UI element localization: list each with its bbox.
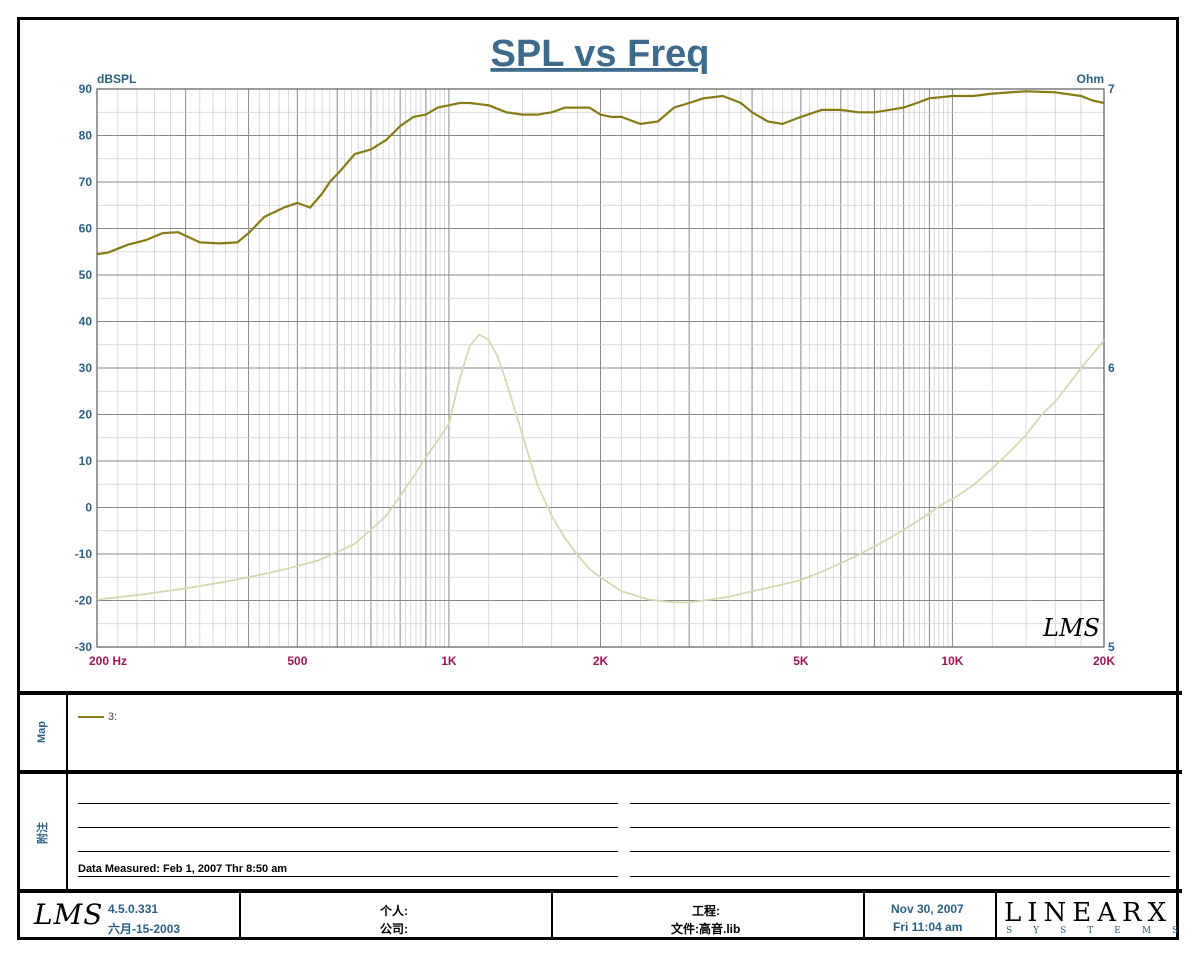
y-left-tick-label: 70	[79, 175, 93, 189]
note-line	[78, 827, 618, 828]
y-left-unit-label: dBSPL	[97, 72, 136, 86]
y-right-tick-label: 6	[1108, 361, 1115, 375]
y-left-tick-label: 80	[79, 129, 93, 143]
x-tick-label: 2K	[593, 654, 609, 668]
map-separator	[17, 770, 1182, 774]
x-tick-label: 20K	[1093, 654, 1115, 668]
note-line	[78, 876, 618, 877]
footer-divider	[863, 893, 865, 940]
note-line	[630, 803, 1170, 804]
x-tick-label: 5K	[793, 654, 809, 668]
y-left-tick-label: 90	[79, 82, 93, 96]
spl-series-line	[96, 90, 1105, 256]
note-line	[630, 851, 1170, 852]
legend-series-label: 3:	[108, 711, 118, 723]
lms-watermark: LMS	[1042, 614, 1100, 642]
y-right-tick-label: 7	[1108, 82, 1115, 96]
version-number: 4.5.0.331	[108, 902, 159, 916]
spl-chart: 90 80 70 60 50 40 30 20 10 0 -10 -20 -30 7 6 5 200 Hz 500…	[75, 33, 1116, 668]
y-left-tick-label: 50	[79, 268, 93, 282]
y-left-tick-label: -30	[75, 640, 93, 654]
y-right-unit-label: Ohm	[1077, 72, 1104, 86]
y-left-tick-label: 10	[79, 454, 93, 468]
linearx-systems-text: SYSTEMS	[1006, 926, 1200, 936]
notes-panel-label: 附注	[37, 822, 49, 844]
impedance-series-line	[96, 333, 1105, 604]
page-frame	[17, 17, 1179, 940]
plot-border	[96, 88, 1105, 648]
print-date: Nov 30, 2007	[891, 902, 964, 916]
version-date: 六月-15-2003	[108, 922, 181, 936]
note-line	[630, 827, 1170, 828]
y-left-tick-label: 0	[85, 501, 92, 515]
footer-divider	[239, 893, 241, 940]
x-tick-label: 10K	[941, 654, 963, 668]
data-measured-text: Data Measured: Feb 1, 2007 Thr 8:50 am	[78, 863, 288, 875]
file-label: 文件:高音.lib	[671, 922, 741, 936]
company-label: 公司:	[380, 922, 408, 936]
note-line	[78, 803, 618, 804]
y-left-tick-label: 60	[79, 222, 93, 236]
lms-logo: LMS	[34, 898, 104, 931]
x-tick-label: 1K	[441, 654, 457, 668]
print-time: Fri 11:04 am	[893, 920, 963, 934]
map-label-divider	[66, 695, 68, 892]
x-tick-label: 200 Hz	[89, 654, 127, 668]
y-right-tick-label: 5	[1108, 640, 1115, 654]
x-tick-label: 500	[287, 654, 307, 668]
project-label: 工程:	[692, 904, 720, 918]
chart-separator	[17, 691, 1182, 695]
note-line	[630, 876, 1170, 877]
map-panel-label: Map	[36, 721, 48, 743]
y-left-tick-label: -10	[75, 547, 93, 561]
legend-series-swatch	[78, 716, 104, 718]
y-left-tick-label: 20	[79, 408, 93, 422]
y-left-tick-label: -20	[75, 594, 93, 608]
y-left-tick-label: 40	[79, 315, 93, 329]
footer-divider	[551, 893, 553, 940]
notes-separator	[17, 889, 1182, 893]
y-left-tick-label: 30	[79, 361, 93, 375]
chart-title: SPL vs Freq	[491, 33, 710, 75]
footer-divider	[995, 893, 997, 940]
person-label: 个人:	[380, 904, 408, 918]
linearx-logo: LINEARX	[1004, 898, 1173, 928]
note-line	[78, 851, 618, 852]
